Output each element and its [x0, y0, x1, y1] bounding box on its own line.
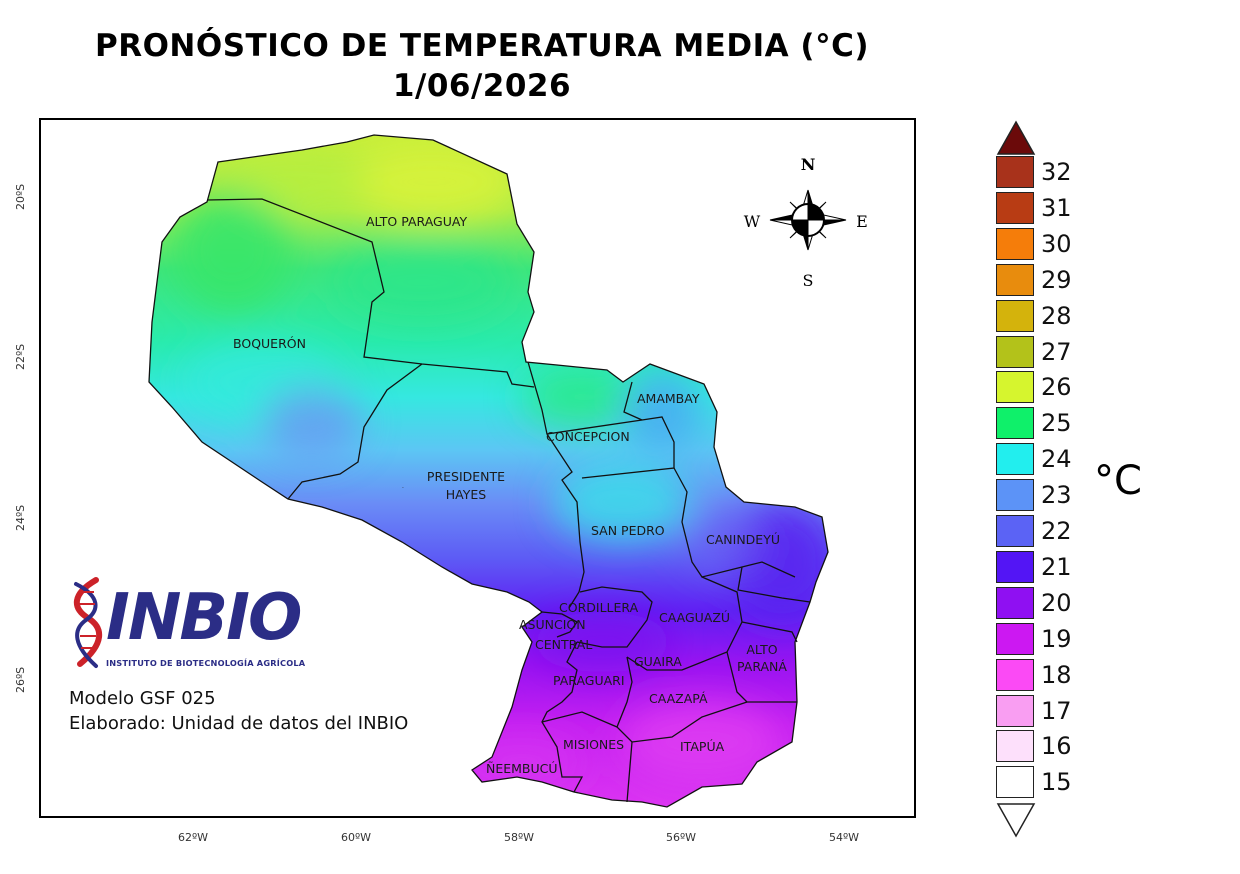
compass-rose-icon: N S W E: [744, 155, 868, 290]
label-cordillera: CORDILLERA: [559, 600, 639, 615]
model-credit: Modelo GSF 025: [69, 688, 216, 709]
lat-tick-20s: 20ºS: [14, 183, 27, 210]
legend-label-23: 23: [1041, 481, 1072, 510]
legend-label-27: 27: [1041, 337, 1072, 366]
legend-swatch-26: [996, 371, 1034, 404]
label-neembucu: ÑEEMBUCÚ: [486, 761, 558, 776]
label-amambay: AMAMBAY: [637, 391, 700, 406]
legend-swatch-22: [996, 515, 1034, 547]
lat-tick-22s: 22ºS: [14, 343, 27, 370]
legend-label-26: 26: [1041, 373, 1072, 402]
label-alto-parana-line1: ALTO: [746, 642, 778, 657]
lat-tick-24s: 24ºS: [14, 504, 27, 531]
label-itapua: ITAPÚA: [680, 739, 725, 754]
compass-w-label: W: [744, 212, 761, 231]
department-borders: [148, 134, 829, 808]
legend-label-22: 22: [1041, 517, 1072, 545]
legend-label-30: 30: [1041, 229, 1072, 258]
legend-swatch-24: [996, 443, 1034, 476]
legend-label-24: 24: [1041, 445, 1072, 474]
legend-label-25: 25: [1041, 409, 1072, 438]
legend-swatch-32: [996, 156, 1034, 188]
label-presidente-hayes-line2: HAYES: [445, 487, 487, 502]
legend-swatch-17: [996, 694, 1034, 727]
label-boqueron: BOQUERÓN: [233, 336, 306, 351]
label-alto-paraguay: ALTO PARAGUAY: [366, 214, 468, 229]
label-concepcion: CONCEPCION: [546, 429, 630, 444]
author-credit: Elaborado: Unidad de datos del INBIO: [69, 713, 409, 734]
dna-helix-logo-icon: [74, 577, 103, 668]
credits: Modelo GSF 025 Elaborado: Unidad de dato…: [69, 686, 408, 736]
legend-unit: °C: [1094, 458, 1142, 504]
legend-label-21: 21: [1041, 552, 1072, 581]
label-asuncion: ASUNCION: [519, 617, 586, 632]
label-caazapa: CAAZAPÁ: [649, 691, 708, 706]
legend-swatch-15: [996, 766, 1034, 799]
map-frame: ·: [39, 118, 916, 818]
legend-swatch-25: [996, 407, 1034, 440]
legend-label-31: 31: [1041, 193, 1072, 222]
legend-label-29: 29: [1041, 265, 1072, 294]
paraguay-temperature-map: ·: [148, 134, 829, 808]
legend-swatch-21: [996, 550, 1034, 583]
map-title: PRONÓSTICO DE TEMPERATURA MEDIA (°C): [94, 28, 869, 64]
label-misiones: MISIONES: [563, 737, 625, 752]
lon-tick-54w: 54ºW: [829, 831, 860, 844]
legend-label-16: 16: [1041, 732, 1072, 761]
legend-swatch-23: [996, 479, 1034, 512]
label-alto-parana: ALTO PARANÁ: [734, 642, 790, 674]
label-paraguari: PARAGUARI: [553, 673, 625, 688]
legend-swatch-28: [996, 299, 1034, 332]
lat-tick-26s: 26ºS: [14, 666, 27, 693]
legend-label-32: 32: [1041, 158, 1072, 186]
legend-swatch-19: [996, 622, 1034, 655]
legend-swatch-16: [996, 730, 1034, 763]
lon-tick-56w: 56ºW: [666, 831, 697, 844]
legend-label-19: 19: [1041, 624, 1072, 653]
legend-swatch-29: [996, 263, 1034, 296]
legend-label-18: 18: [1041, 660, 1072, 689]
svg-text:·: ·: [402, 485, 404, 492]
legend-swatch-20: [996, 586, 1034, 619]
map-date: 1/06/2026: [392, 68, 572, 104]
lon-tick-62w: 62ºW: [178, 831, 209, 844]
inbio-logo-text: INBIO: [106, 581, 302, 655]
legend-label-20: 20: [1041, 588, 1072, 617]
compass-s-label: S: [803, 271, 814, 290]
label-central: CENTRAL: [535, 637, 593, 652]
lon-tick-60w: 60ºW: [341, 831, 372, 844]
label-canindeyu: CANINDEYÚ: [706, 532, 780, 547]
legend-label-17: 17: [1041, 696, 1072, 725]
lon-tick-58w: 58ºW: [504, 831, 535, 844]
legend-label-28: 28: [1041, 301, 1072, 330]
legend-swatch-31: [996, 191, 1034, 224]
legend-swatch-18: [996, 658, 1034, 691]
compass-e-label: E: [856, 212, 868, 231]
inbio-logo-subtitle: INSTITUTO DE BIOTECNOLOGÍA AGRÍCOLA: [106, 658, 306, 668]
label-caaguazu: CAAGUAZÚ: [659, 610, 731, 625]
legend-label-15: 15: [1041, 768, 1072, 797]
label-presidente-hayes: PRESIDENTE HAYES: [418, 469, 514, 502]
legend-swatch-30: [996, 227, 1034, 260]
legend-swatch-27: [996, 335, 1034, 368]
legend-under-triangle: [996, 803, 1036, 838]
label-guaira: GUAIRA: [634, 654, 682, 669]
compass-n-label: N: [801, 155, 816, 174]
legend-over-triangle: [996, 120, 1036, 155]
label-san-pedro: SAN PEDRO: [591, 523, 665, 538]
label-presidente-hayes-line1: PRESIDENTE: [426, 469, 506, 484]
label-alto-parana-line2: PARANÁ: [737, 659, 787, 674]
